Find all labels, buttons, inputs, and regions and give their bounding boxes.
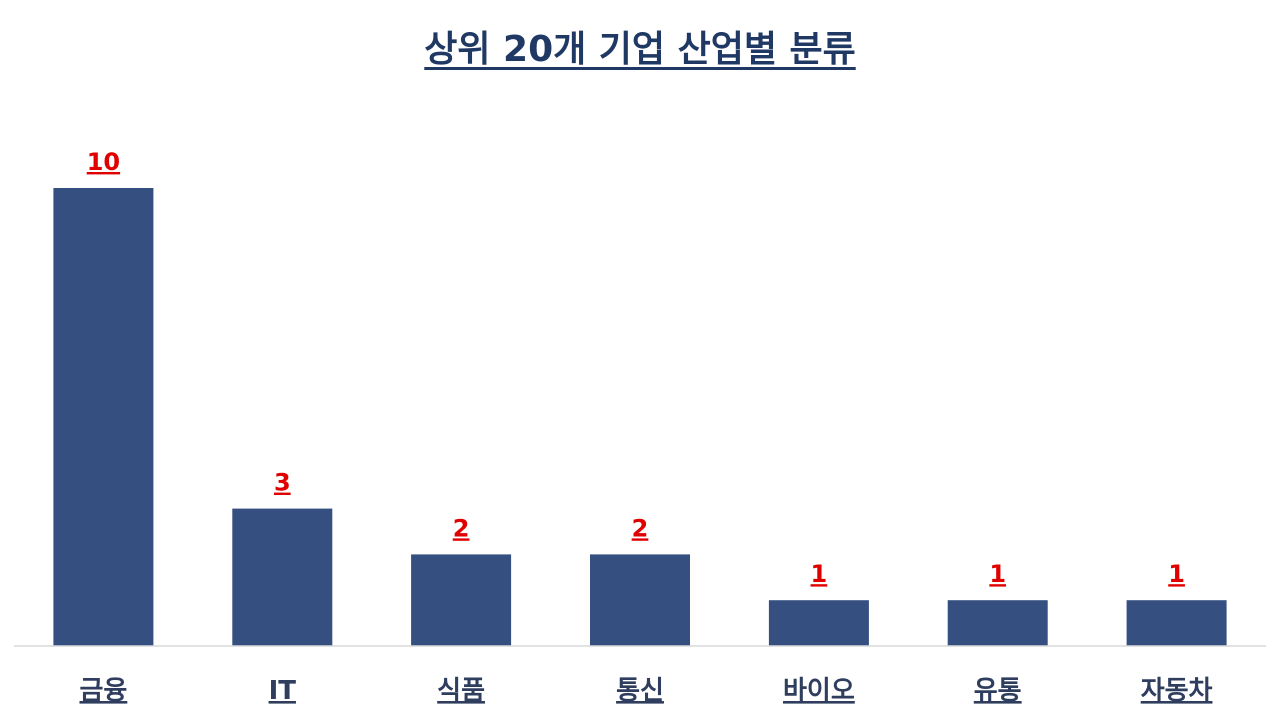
data-label-2: 2	[453, 514, 470, 542]
chart-title: 상위 20개 기업 산업별 분류	[424, 29, 856, 70]
category-labels-layer: 금융 IT 식품 통신 바이오 유통 자동차	[79, 676, 1212, 706]
data-label-3: 2	[632, 514, 649, 542]
value-labels-layer: 10 3 2 2 1 1 1	[87, 148, 1185, 588]
bar-6	[1126, 600, 1227, 646]
bar-2	[411, 554, 512, 646]
x-tick-label-5: 유통	[974, 676, 1022, 706]
bar-0	[53, 188, 154, 646]
bars-layer	[53, 188, 1227, 646]
data-label-4: 1	[811, 560, 828, 588]
bar-5	[947, 600, 1048, 646]
x-tick-label-0: 금융	[79, 676, 127, 706]
bar-4	[768, 600, 869, 646]
x-tick-label-6: 자동차	[1141, 676, 1213, 706]
bar-1	[232, 508, 333, 646]
data-label-5: 1	[989, 560, 1006, 588]
x-tick-label-4: 바이오	[783, 676, 855, 706]
data-label-1: 3	[274, 469, 291, 497]
data-label-0: 10	[87, 148, 120, 176]
x-tick-label-1: IT	[269, 676, 297, 706]
x-tick-label-2: 식품	[437, 676, 485, 706]
x-tick-label-3: 통신	[616, 676, 664, 706]
data-label-6: 1	[1168, 560, 1185, 588]
bar-3	[590, 554, 690, 646]
